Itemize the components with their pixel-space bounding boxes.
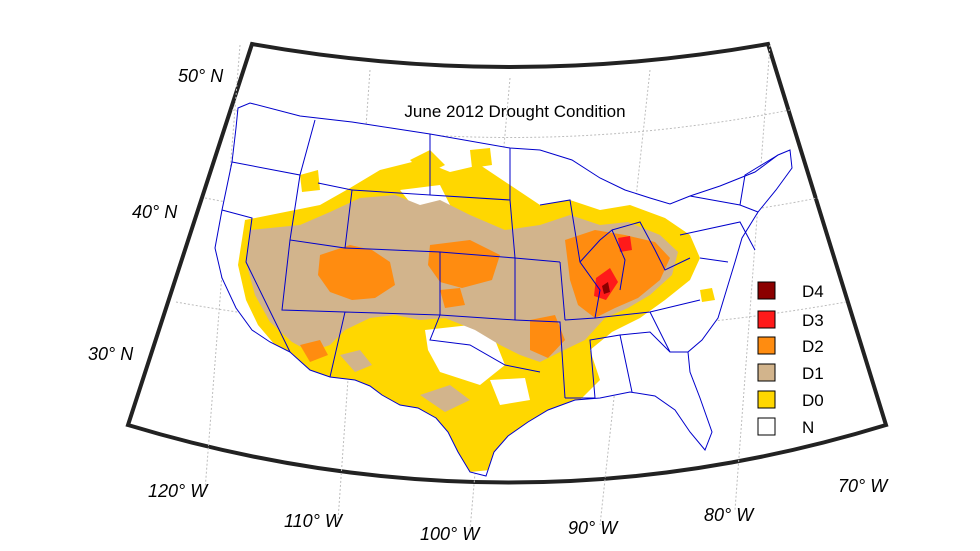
lon-label-80w: 80° W (704, 505, 755, 525)
legend-swatch-d1 (757, 363, 776, 382)
lon-label-120w: 120° W (148, 481, 209, 501)
lon-label-100w: 100° W (420, 524, 481, 544)
legend-label-d2: D2 (802, 337, 824, 356)
lat-label-40n: 40° N (132, 202, 178, 222)
lon-label-70w: 70° W (838, 476, 889, 496)
legend-label-d3: D3 (802, 311, 824, 330)
lat-label-50n: 50° N (178, 66, 224, 86)
legend-swatch-d3 (757, 310, 776, 329)
legend-label-d1: D1 (802, 364, 824, 383)
legend-item-d2: D2 (757, 336, 824, 356)
state-boundaries (214, 102, 793, 477)
legend: D4 D3 D2 D1 D0 N (757, 281, 824, 437)
legend-swatch-d2 (757, 336, 776, 355)
legend-item-n: N (757, 417, 814, 437)
legend-item-d0: D0 (757, 390, 824, 410)
legend-item-d4: D4 (757, 281, 824, 301)
legend-item-d1: D1 (757, 363, 824, 383)
legend-swatch-d0 (757, 390, 776, 409)
legend-label-d4: D4 (802, 282, 824, 301)
map-title: June 2012 Drought Condition (404, 102, 625, 121)
lon-label-110w: 110° W (284, 511, 344, 531)
lat-label-30n: 30° N (88, 344, 134, 364)
legend-label-d0: D0 (802, 391, 824, 410)
legend-item-d3: D3 (757, 310, 824, 330)
legend-swatch-d4 (757, 281, 776, 300)
legend-swatch-n (757, 417, 776, 436)
lon-label-90w: 90° W (568, 518, 619, 538)
legend-label-n: N (802, 418, 814, 437)
